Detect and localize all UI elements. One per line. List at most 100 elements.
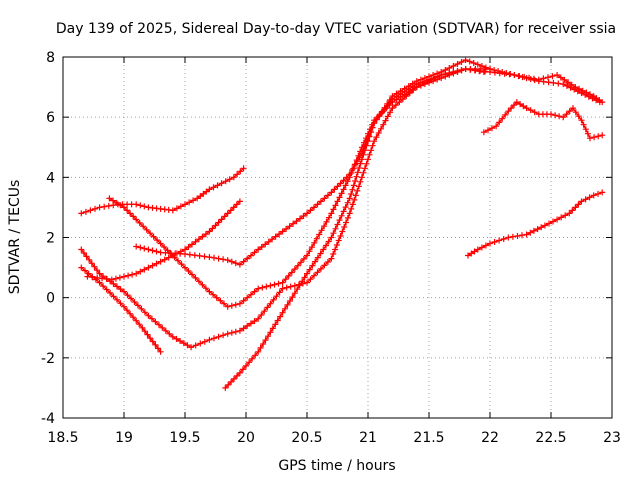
data-point — [127, 210, 134, 217]
data-point — [458, 67, 465, 73]
data-point — [575, 201, 582, 208]
data-point — [244, 294, 251, 301]
data-point — [263, 283, 270, 290]
data-point — [465, 252, 471, 259]
data-point — [80, 250, 87, 256]
data-point — [523, 231, 530, 238]
data-point — [149, 262, 156, 269]
data-point — [467, 66, 474, 73]
data-point — [480, 129, 487, 136]
data-point — [247, 291, 254, 298]
data-point — [279, 279, 286, 286]
data-point — [582, 126, 589, 133]
x-tick-label: 22.5 — [535, 430, 566, 446]
data-point — [88, 260, 95, 267]
data-point — [141, 245, 148, 252]
data-point — [152, 341, 159, 348]
data-point — [354, 187, 361, 194]
data-point — [232, 328, 239, 335]
data-point — [128, 295, 134, 302]
data-point — [442, 71, 449, 77]
data-point — [94, 267, 100, 274]
data-point — [358, 174, 365, 181]
data-point — [134, 302, 141, 309]
data-point — [352, 192, 359, 199]
data-point — [288, 269, 295, 276]
data-point — [199, 233, 206, 240]
data-point — [177, 203, 184, 210]
data-point — [220, 256, 227, 263]
data-point — [211, 335, 217, 342]
data-point — [169, 207, 176, 214]
data-point — [286, 298, 293, 304]
data-point — [332, 225, 339, 232]
data-point — [100, 283, 107, 290]
data-point — [252, 352, 259, 359]
data-point — [114, 296, 120, 303]
data-point — [384, 103, 391, 109]
data-point — [275, 280, 282, 287]
data-point — [228, 302, 235, 309]
data-point — [578, 198, 585, 205]
data-point — [311, 239, 318, 246]
data-point — [287, 283, 294, 290]
data-point — [399, 96, 406, 103]
data-point — [258, 244, 265, 250]
data-point — [306, 248, 313, 255]
data-point — [222, 178, 229, 185]
data-point — [264, 304, 271, 311]
data-point — [289, 294, 296, 301]
data-point — [211, 254, 217, 261]
data-point — [283, 284, 290, 291]
data-point — [520, 103, 527, 110]
x-tick-label: 21 — [359, 430, 377, 446]
data-point — [192, 238, 199, 245]
data-point — [450, 69, 457, 75]
data-point — [308, 244, 315, 251]
data-point — [127, 310, 134, 317]
data-point — [334, 221, 341, 228]
data-point — [384, 113, 391, 120]
data-point — [474, 246, 481, 253]
data-point — [348, 191, 355, 197]
data-point — [220, 332, 227, 339]
data-point — [554, 72, 561, 78]
data-point — [149, 247, 156, 254]
data-point — [251, 318, 258, 325]
data-point — [192, 342, 199, 349]
data-point — [546, 220, 552, 227]
data-point — [406, 90, 413, 97]
data-point — [344, 178, 351, 185]
data-point — [155, 345, 161, 352]
data-point — [396, 99, 403, 106]
data-point — [133, 216, 140, 223]
data-point — [595, 133, 602, 140]
data-point — [112, 275, 119, 282]
data-point — [137, 202, 144, 209]
data-point — [157, 258, 164, 265]
data-point — [277, 313, 284, 320]
data-point — [296, 282, 303, 289]
data-point — [130, 213, 137, 220]
data-point — [138, 305, 145, 312]
data-point — [215, 255, 222, 262]
data-point — [246, 359, 253, 366]
data-point — [283, 225, 290, 232]
data-point — [262, 241, 269, 248]
data-point — [499, 115, 506, 122]
data-point — [240, 258, 247, 265]
data-point — [519, 232, 525, 239]
data-point — [184, 342, 191, 349]
data-point — [86, 256, 93, 263]
data-point — [476, 68, 483, 75]
data-point — [358, 156, 365, 163]
data-point — [321, 262, 328, 269]
data-point — [265, 333, 271, 340]
data-point — [294, 262, 301, 269]
data-point — [563, 111, 570, 118]
data-point — [386, 99, 393, 106]
data-point — [108, 276, 115, 283]
data-point — [338, 212, 345, 219]
data-point — [107, 289, 114, 296]
data-point — [337, 180, 344, 187]
